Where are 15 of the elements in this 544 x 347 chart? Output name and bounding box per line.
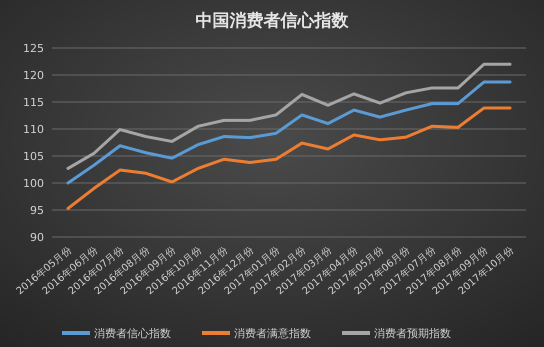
y-tick-label: 105 xyxy=(23,150,44,163)
legend-label: 消费者预期指数 xyxy=(374,326,451,340)
y-tick-label: 95 xyxy=(30,204,44,217)
chart-title: 中国消费者信心指数 xyxy=(196,11,350,31)
y-tick-label: 125 xyxy=(23,42,44,55)
y-tick-label: 110 xyxy=(23,122,44,136)
y-tick-label: 100 xyxy=(23,176,44,190)
y-tick-label: 90 xyxy=(30,230,44,244)
y-tick-label: 120 xyxy=(23,68,44,82)
y-tick-label: 115 xyxy=(23,96,44,109)
line-series xyxy=(66,62,512,170)
legend-label: 消费者信心指数 xyxy=(94,326,171,340)
line-series xyxy=(66,106,512,210)
legend-label: 消费者满意指数 xyxy=(234,326,311,340)
line-series xyxy=(66,80,512,184)
